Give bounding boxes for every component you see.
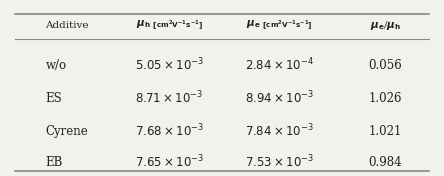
Text: $7.84\times10^{-3}$: $7.84\times10^{-3}$ xyxy=(245,123,314,140)
Text: 1.021: 1.021 xyxy=(369,125,402,138)
Text: $7.53\times10^{-3}$: $7.53\times10^{-3}$ xyxy=(245,154,314,171)
Text: Additive: Additive xyxy=(46,21,89,30)
Text: Cyrene: Cyrene xyxy=(46,125,88,138)
Text: 0.056: 0.056 xyxy=(369,59,402,72)
Text: ES: ES xyxy=(46,92,62,105)
Text: $5.05\times10^{-3}$: $5.05\times10^{-3}$ xyxy=(135,57,204,74)
Text: EB: EB xyxy=(46,156,63,169)
Text: $8.71\times10^{-3}$: $8.71\times10^{-3}$ xyxy=(135,90,203,107)
Text: $8.94\times10^{-3}$: $8.94\times10^{-3}$ xyxy=(245,90,314,107)
Text: $7.68\times10^{-3}$: $7.68\times10^{-3}$ xyxy=(135,123,204,140)
Text: 0.984: 0.984 xyxy=(369,156,402,169)
Text: 1.026: 1.026 xyxy=(369,92,402,105)
Text: $2.84\times10^{-4}$: $2.84\times10^{-4}$ xyxy=(245,57,314,74)
Text: $7.65\times10^{-3}$: $7.65\times10^{-3}$ xyxy=(135,154,204,171)
Text: w/o: w/o xyxy=(46,59,67,72)
Text: $\boldsymbol{\mu}$$_{\mathbf{h}}$ $\mathbf{_{[cm^2V^{-1}s^{-1}]}}$: $\boldsymbol{\mu}$$_{\mathbf{h}}$ $\math… xyxy=(136,19,202,32)
Text: $\boldsymbol{\mu}_{\mathbf{e}}$/$\boldsymbol{\mu}_{\mathbf{h}}$: $\boldsymbol{\mu}_{\mathbf{e}}$/$\boldsy… xyxy=(370,19,401,32)
Text: $\boldsymbol{\mu}$$_{\mathbf{e}}$ $\mathbf{_{[cm^2V^{-1}s^{-1}]}}$: $\boldsymbol{\mu}$$_{\mathbf{e}}$ $\math… xyxy=(246,19,313,32)
